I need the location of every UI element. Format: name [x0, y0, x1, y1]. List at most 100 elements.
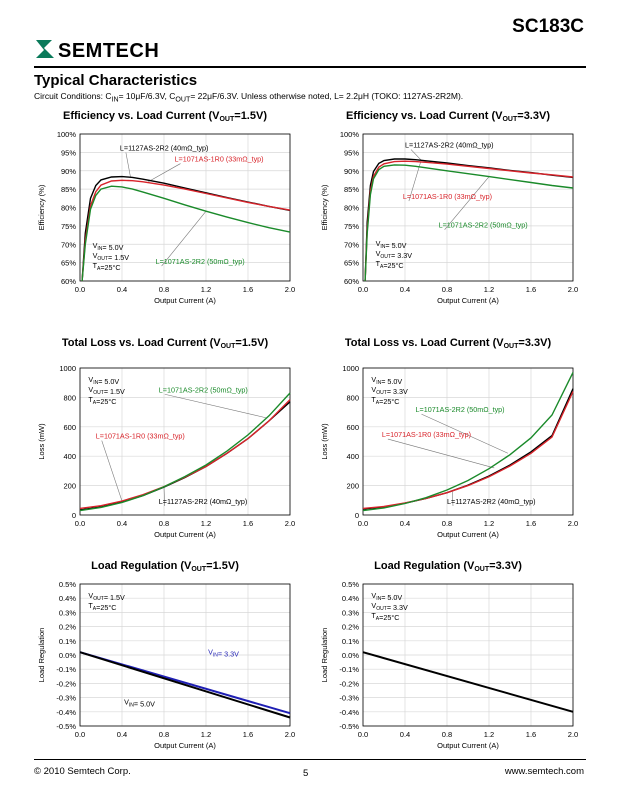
- x-axis-label: Output Current (A): [154, 296, 216, 305]
- y-tick-label: 0.4%: [59, 594, 76, 603]
- series-annotation: L=1071AS-1R0 (33mΩ_typ): [175, 155, 264, 164]
- y-tick-label: 200: [346, 482, 359, 491]
- y-tick-label: -0.3%: [56, 694, 76, 703]
- y-tick-label: 90%: [344, 167, 359, 176]
- condition-text: TA=25°C: [93, 261, 121, 272]
- chart-title-eff15: Efficiency vs. Load Current (VOUT=1.5V): [63, 110, 267, 123]
- x-tick-label: 1.2: [484, 519, 494, 528]
- y-tick-label: 80%: [61, 204, 76, 213]
- plot-frame: [79, 583, 291, 727]
- x-tick-label: 1.2: [201, 285, 211, 294]
- series-line-black: [79, 401, 291, 511]
- series-line-green: [362, 372, 574, 512]
- x-tick-label: 1.6: [243, 519, 253, 528]
- condition-text: VIN= 5.0V: [376, 239, 407, 250]
- y-tick-label: -0.1%: [339, 665, 359, 674]
- y-tick-label: 0.1%: [59, 637, 76, 646]
- series-line-green: [364, 164, 574, 282]
- series-annotation: L=1071AS-1R0 (33mΩ_typ): [96, 432, 185, 441]
- y-tick-label: 0.2%: [342, 623, 359, 632]
- x-axis-label: Output Current (A): [437, 741, 499, 750]
- annotation-leader: [421, 413, 509, 454]
- y-tick-label: 1000: [59, 364, 76, 373]
- x-tick-label: 0.8: [159, 285, 169, 294]
- chart-title-loss15: Total Loss vs. Load Current (VOUT=1.5V): [61, 337, 269, 350]
- x-tick-label: 0.4: [400, 519, 410, 528]
- x-tick-label: 0.8: [159, 730, 169, 739]
- annotation-leader: [101, 440, 123, 502]
- annotation-leader: [125, 152, 131, 177]
- chart-title-eff33: Efficiency vs. Load Current (VOUT=3.3V): [346, 110, 550, 123]
- y-axis-label: Loss (mW): [37, 423, 46, 460]
- x-tick-label: 2.0: [568, 519, 578, 528]
- series-annotation: L=1071AS-2R2 (50mΩ_typ): [416, 405, 505, 414]
- y-tick-label: 90%: [61, 167, 76, 176]
- condition-text: VOUT= 1.5V: [88, 385, 125, 396]
- y-tick-label: 0.4%: [342, 594, 359, 603]
- x-tick-label: 0.4: [117, 730, 127, 739]
- x-tick-label: 0.8: [442, 730, 452, 739]
- y-tick-label: 0.3%: [342, 608, 359, 617]
- y-axis-label: Load Regulation: [320, 628, 329, 683]
- x-axis-label: Output Current (A): [437, 296, 499, 305]
- y-tick-label: 0.3%: [59, 608, 76, 617]
- semtech-logo-icon: [36, 40, 54, 58]
- series-line-red: [81, 179, 291, 282]
- condition-text: VIN= 5.0V: [371, 591, 402, 602]
- annotation-leader: [444, 176, 490, 230]
- plot-frame: [79, 133, 291, 282]
- plot-frame: [362, 133, 574, 282]
- annotation-leader: [387, 438, 495, 469]
- y-tick-label: 400: [346, 452, 359, 461]
- x-tick-label: 0.4: [117, 285, 127, 294]
- y-tick-label: 65%: [344, 259, 359, 268]
- x-tick-label: 1.2: [201, 730, 211, 739]
- x-tick-label: 0.0: [358, 285, 368, 294]
- x-tick-label: 0.0: [358, 519, 368, 528]
- y-tick-label: 800: [346, 393, 359, 402]
- chart-loss33: 0 200 400 600 800 1000 0.0 0.4 0.8 1.2 1.6 2.0 Outpu…: [320, 364, 578, 539]
- condition-text: TA=25°C: [88, 395, 116, 406]
- condition-text: VOUT= 1.5V: [93, 251, 130, 262]
- part-number: SC183C: [512, 16, 584, 37]
- x-tick-label: 1.6: [526, 285, 536, 294]
- y-tick-label: 95%: [344, 148, 359, 157]
- y-tick-label: -0.5%: [339, 722, 359, 731]
- x-tick-label: 0.0: [75, 519, 85, 528]
- y-tick-label: 200: [63, 482, 76, 491]
- x-tick-label: 1.6: [526, 519, 536, 528]
- condition-text: TA=25°C: [88, 601, 116, 612]
- y-tick-label: 600: [346, 423, 359, 432]
- y-tick-label: 60%: [344, 277, 359, 286]
- y-tick-label: 0.5%: [342, 580, 359, 589]
- footer-rule: [34, 759, 586, 760]
- x-tick-label: 0.4: [400, 285, 410, 294]
- series-annotation: L=1127AS-2R2 (40mΩ_typ): [405, 141, 494, 150]
- x-tick-label: 0.4: [400, 730, 410, 739]
- y-axis-label: Loss (mW): [320, 423, 329, 460]
- x-tick-label: 1.2: [484, 730, 494, 739]
- chart-reg33: -0.5% -0.4% -0.3% -0.2% -0.1% 0.0% 0.1% 0.2% 0.3…: [320, 580, 578, 750]
- condition-text: VOUT= 3.3V: [376, 249, 413, 260]
- x-tick-label: 1.6: [243, 730, 253, 739]
- x-tick-label: 2.0: [285, 285, 295, 294]
- chart-eff15: 60% 65% 70% 75% 80% 85% 90% 95% 100% 0.0 0.4 0.8 1.2…: [37, 130, 295, 305]
- x-tick-label: 0.8: [442, 285, 452, 294]
- y-tick-label: 0.1%: [342, 637, 359, 646]
- annotation-leader: [163, 487, 166, 506]
- y-tick-label: 75%: [61, 222, 76, 231]
- y-tick-label: 0: [72, 511, 76, 520]
- series-line-black: [362, 651, 574, 713]
- condition-text: VOUT= 1.5V: [88, 591, 125, 602]
- chart-loss15: 0 200 400 600 800 1000 0.0 0.4 0.8 1.2 1.6 2.0 Outpu…: [37, 364, 295, 539]
- series-line-black: [79, 651, 291, 719]
- plot-frame: [362, 367, 574, 516]
- y-tick-label: -0.4%: [56, 708, 76, 717]
- y-tick-label: 0.2%: [59, 623, 76, 632]
- condition-text: TA=25°C: [371, 611, 399, 622]
- x-tick-label: 0.8: [159, 519, 169, 528]
- series-annotation: VIN= 5.0V: [124, 698, 155, 709]
- condition-text: TA=25°C: [376, 259, 404, 270]
- series-annotation: VIN= 3.3V: [208, 647, 239, 658]
- condition-text: VOUT= 3.3V: [371, 385, 408, 396]
